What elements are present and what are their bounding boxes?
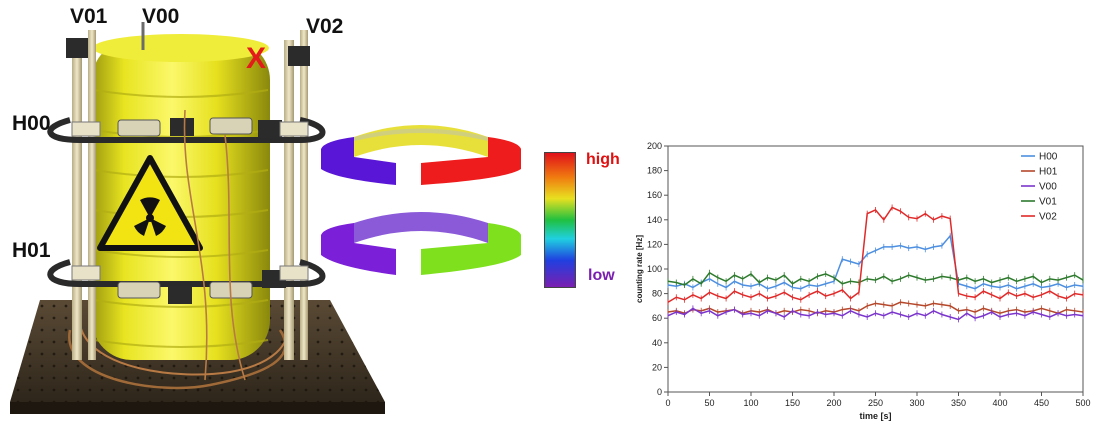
copper-wire (183, 109, 208, 381)
y-tick-label: 40 (652, 338, 662, 348)
x-tick-label: 200 (826, 398, 841, 408)
legend-box (1015, 148, 1077, 227)
x-tick-label: 50 (704, 398, 714, 408)
marker-x: X (246, 42, 267, 75)
x-tick-label: 150 (785, 398, 800, 408)
x-tick-label: 400 (992, 398, 1007, 408)
upper-ring (321, 125, 521, 185)
h01-sensor-array (71, 265, 309, 304)
cable-loop (79, 319, 288, 376)
label-v01: V01 (70, 5, 108, 28)
lower-ring (321, 212, 521, 275)
v02-sensor (288, 46, 310, 66)
legend-label: V01 (1039, 197, 1057, 208)
sensor-ring-schematic (321, 125, 521, 275)
lower-ring-left (321, 223, 396, 275)
x-tick-label: 500 (1075, 398, 1090, 408)
lower-ring-back (354, 212, 488, 243)
color-scale-bar (544, 152, 576, 288)
counting-rate-chart: 0 20 40 60 80 100 120 140 160 180 200 0 50 100 150 200 2… (635, 141, 1091, 421)
upper-ring-back-inner (354, 128, 488, 141)
label-h00: H00 (12, 112, 51, 135)
color-scale-low-label: low (588, 267, 615, 284)
x-tick-label: 450 (1034, 398, 1049, 408)
label-h01: H01 (12, 239, 51, 262)
y-tick-label: 180 (647, 166, 662, 176)
h00-sensor-array (71, 117, 309, 138)
upper-ring-right (421, 137, 521, 185)
y-tick-label: 100 (647, 264, 662, 274)
upper-ring-left (321, 137, 396, 185)
y-tick-label: 140 (647, 215, 662, 225)
x-tick-label: 100 (743, 398, 758, 408)
x-axis-label: time [s] (859, 411, 891, 421)
h00-cable (47, 117, 326, 143)
h01-cable (47, 259, 326, 287)
label-v02: V02 (306, 15, 344, 38)
support-post (72, 40, 82, 360)
y-tick-label: 60 (652, 313, 662, 323)
x-tick-label: 300 (909, 398, 924, 408)
legend-label: H01 (1039, 167, 1058, 178)
y-tick-label: 80 (652, 289, 662, 299)
support-post (284, 40, 294, 360)
support-post (300, 30, 308, 360)
y-tick-label: 200 (647, 141, 662, 151)
legend-label: H00 (1039, 152, 1058, 163)
v01-sensor (66, 38, 88, 58)
lower-ring-right (421, 223, 521, 275)
y-axis-label: counting rate [Hz] (635, 235, 644, 303)
breadboard-edge (10, 402, 385, 414)
support-post (88, 30, 96, 360)
detector-illustration (10, 22, 385, 414)
legend-label: V02 (1039, 212, 1057, 223)
y-tick-label: 160 (647, 190, 662, 200)
radiation-trefoil-icon (134, 197, 166, 236)
copper-wire (224, 134, 246, 381)
y-tick-label: 20 (652, 362, 662, 372)
container-top (93, 34, 269, 62)
y-tick-label: 120 (647, 239, 662, 249)
cable-loop (68, 329, 287, 390)
x-tick-label: 350 (951, 398, 966, 408)
liquid-container (92, 40, 270, 360)
x-tick-label: 250 (868, 398, 883, 408)
x-tick-label: 0 (665, 398, 670, 408)
color-scale-high-label: high (586, 151, 620, 168)
y-tick-label: 0 (657, 387, 662, 397)
label-v00: V00 (142, 5, 180, 28)
legend-label: V00 (1039, 182, 1057, 193)
